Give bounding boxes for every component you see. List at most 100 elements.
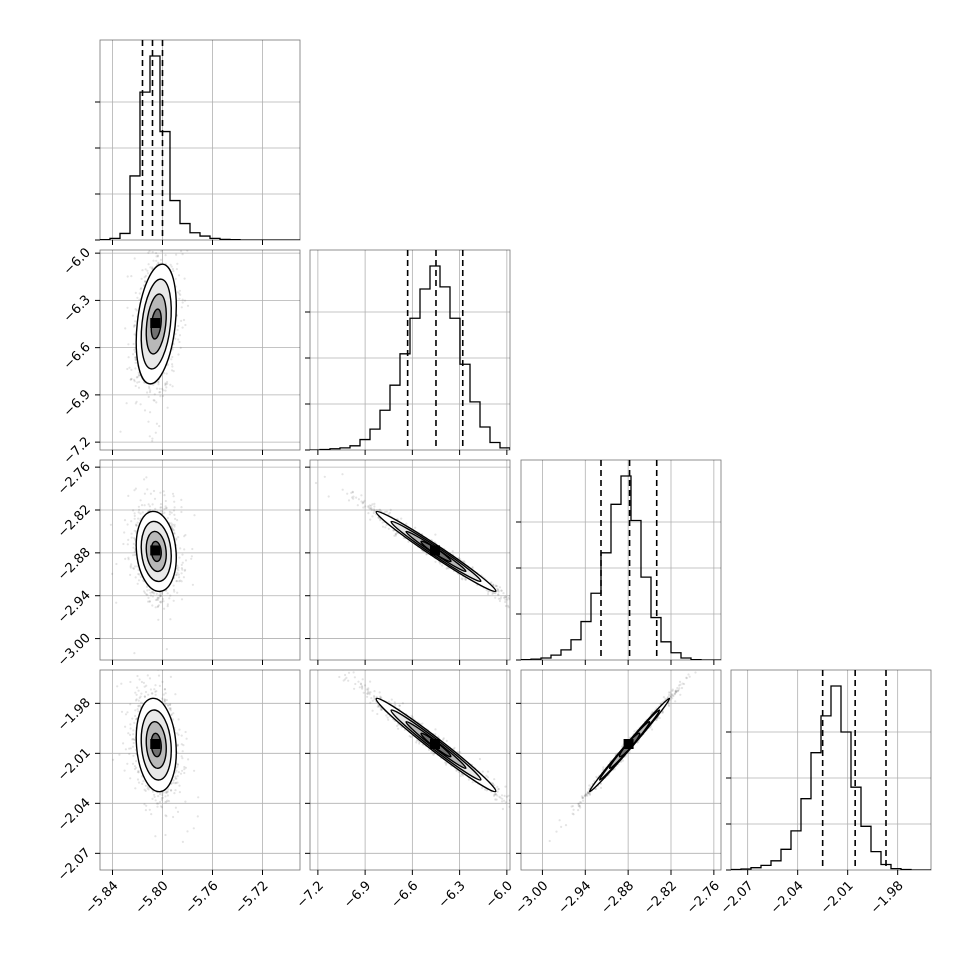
sample-point xyxy=(176,328,179,332)
sample-point xyxy=(151,604,154,607)
sample-point xyxy=(136,376,139,379)
sample-point xyxy=(160,506,163,509)
sample-point xyxy=(162,791,165,794)
sample-point xyxy=(136,296,139,299)
sample-point xyxy=(175,579,178,583)
sample-point xyxy=(385,510,388,513)
sample-point xyxy=(175,243,177,245)
sample-point xyxy=(138,573,141,576)
sample-point xyxy=(132,737,135,741)
sample-point xyxy=(175,268,178,271)
sample-point xyxy=(360,500,363,503)
sample-point xyxy=(126,367,129,371)
sample-point xyxy=(494,596,497,599)
sample-point xyxy=(146,391,149,394)
sample-point xyxy=(179,547,182,550)
sample-point xyxy=(183,569,186,572)
sample-point xyxy=(179,579,182,582)
sample-point xyxy=(176,732,179,735)
sample-point xyxy=(178,292,181,295)
density-peak xyxy=(150,545,161,556)
panel-frame xyxy=(309,249,511,451)
sample-point xyxy=(181,301,184,304)
sample-point xyxy=(172,269,175,273)
panel-0-0 xyxy=(95,39,301,245)
sample-point xyxy=(131,717,134,720)
sample-point xyxy=(516,624,518,626)
panel-content xyxy=(521,460,721,660)
sample-point xyxy=(171,523,174,526)
sample-point xyxy=(151,267,154,270)
sample-point xyxy=(182,576,185,579)
sample-point xyxy=(161,512,164,515)
sample-point xyxy=(347,499,351,502)
sample-point xyxy=(156,255,159,258)
sample-point xyxy=(504,598,507,601)
sample-point xyxy=(180,498,183,501)
sample-point xyxy=(133,765,137,768)
sample-point xyxy=(132,542,135,546)
sample-point xyxy=(180,510,183,514)
sample-point xyxy=(174,337,177,340)
sample-point xyxy=(163,372,166,375)
sample-point xyxy=(135,309,138,312)
sample-point xyxy=(146,787,149,790)
sample-point xyxy=(497,593,500,596)
sample-point xyxy=(368,507,371,510)
sample-point xyxy=(172,779,175,782)
sample-point xyxy=(135,524,138,527)
sample-point xyxy=(434,533,437,536)
sample-point xyxy=(132,554,135,557)
sample-point xyxy=(134,402,137,405)
sample-point xyxy=(153,497,157,500)
sample-point xyxy=(133,489,136,492)
sample-point xyxy=(151,591,154,594)
sample-point xyxy=(170,511,173,514)
sample-point xyxy=(323,475,326,478)
sample-point xyxy=(153,592,156,595)
sample-point xyxy=(176,567,179,570)
sample-point xyxy=(491,592,494,596)
sample-point xyxy=(451,550,454,553)
sample-point xyxy=(487,590,490,594)
sample-point xyxy=(136,708,139,711)
sample-point xyxy=(176,564,179,567)
sample-point xyxy=(381,525,385,528)
sample-point xyxy=(362,500,365,504)
sample-point xyxy=(159,594,162,598)
sample-point xyxy=(146,488,149,491)
sample-point xyxy=(123,531,126,534)
sample-point xyxy=(159,217,161,219)
sample-point xyxy=(163,688,167,691)
sample-point xyxy=(160,600,163,603)
sample-point xyxy=(139,403,142,406)
sample-point xyxy=(119,430,122,433)
sample-point xyxy=(160,591,163,595)
sample-point xyxy=(190,557,193,560)
sample-point xyxy=(134,358,137,361)
sample-point xyxy=(377,516,380,519)
sample-point xyxy=(370,508,373,511)
sample-point xyxy=(138,298,141,301)
sample-point xyxy=(172,712,175,715)
sample-point xyxy=(351,490,354,493)
sample-point xyxy=(134,320,137,323)
sample-point xyxy=(498,586,502,589)
sample-point xyxy=(158,594,161,597)
sample-point xyxy=(143,280,147,283)
sample-point xyxy=(314,481,318,485)
sample-point xyxy=(176,262,179,265)
sample-point xyxy=(133,257,136,260)
sample-point xyxy=(445,567,448,570)
sample-point xyxy=(175,573,178,577)
sample-point xyxy=(184,559,188,562)
sample-point xyxy=(154,507,157,510)
sample-point xyxy=(134,367,137,370)
sample-point xyxy=(163,167,165,169)
sample-point xyxy=(162,600,165,603)
sample-point xyxy=(156,605,160,608)
sample-point xyxy=(146,272,150,275)
sample-point xyxy=(164,382,167,385)
sample-point xyxy=(164,383,167,386)
sample-point xyxy=(146,269,149,272)
